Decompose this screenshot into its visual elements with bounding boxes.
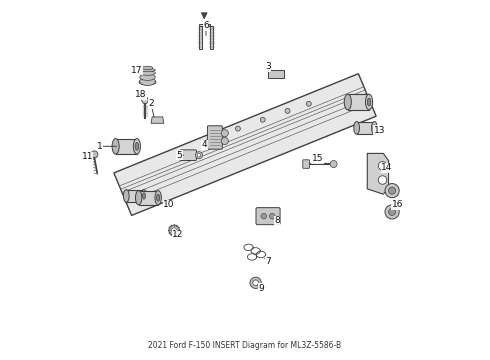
Text: 15: 15 xyxy=(312,154,323,163)
Ellipse shape xyxy=(141,190,147,202)
Text: 12: 12 xyxy=(172,230,183,239)
Text: 14: 14 xyxy=(381,163,392,172)
Bar xyxy=(357,122,374,134)
Ellipse shape xyxy=(140,77,155,86)
Ellipse shape xyxy=(140,68,155,72)
Circle shape xyxy=(389,187,395,194)
Ellipse shape xyxy=(143,193,146,199)
Ellipse shape xyxy=(139,79,156,85)
Ellipse shape xyxy=(344,94,351,110)
Ellipse shape xyxy=(368,98,371,106)
FancyBboxPatch shape xyxy=(256,208,280,225)
Circle shape xyxy=(306,101,311,106)
Bar xyxy=(199,23,210,26)
Ellipse shape xyxy=(123,190,129,202)
Ellipse shape xyxy=(135,143,139,150)
Circle shape xyxy=(250,277,261,288)
Ellipse shape xyxy=(140,71,155,75)
Circle shape xyxy=(378,176,387,184)
Text: 2021 Ford F-150 INSERT Diagram for ML3Z-5586-B: 2021 Ford F-150 INSERT Diagram for ML3Z-… xyxy=(148,341,342,350)
Text: 4: 4 xyxy=(201,140,207,149)
Ellipse shape xyxy=(373,125,376,131)
Text: 2: 2 xyxy=(148,99,154,108)
Circle shape xyxy=(285,108,290,113)
Polygon shape xyxy=(114,74,376,215)
Circle shape xyxy=(260,117,265,122)
Text: 16: 16 xyxy=(392,200,403,209)
Text: 7: 7 xyxy=(265,257,271,266)
Text: 1: 1 xyxy=(97,142,102,151)
Polygon shape xyxy=(151,117,164,123)
FancyBboxPatch shape xyxy=(180,150,196,161)
Text: 17: 17 xyxy=(131,66,143,75)
Ellipse shape xyxy=(157,194,160,201)
Bar xyxy=(199,26,202,49)
Bar xyxy=(116,139,137,154)
Circle shape xyxy=(169,225,179,236)
Bar xyxy=(139,191,158,205)
Polygon shape xyxy=(268,71,284,78)
Bar xyxy=(348,94,369,110)
Circle shape xyxy=(196,152,202,159)
Ellipse shape xyxy=(112,139,119,154)
Text: 6: 6 xyxy=(203,21,209,30)
Circle shape xyxy=(91,151,98,158)
Text: 5: 5 xyxy=(176,151,182,160)
Ellipse shape xyxy=(142,66,153,70)
Text: 10: 10 xyxy=(163,200,174,209)
Circle shape xyxy=(385,205,399,219)
Ellipse shape xyxy=(133,139,141,154)
Text: 9: 9 xyxy=(258,284,264,293)
Text: 11: 11 xyxy=(81,153,93,162)
Polygon shape xyxy=(142,97,148,103)
Ellipse shape xyxy=(140,74,155,80)
Polygon shape xyxy=(368,153,389,194)
Circle shape xyxy=(389,208,395,215)
Ellipse shape xyxy=(155,191,161,205)
Circle shape xyxy=(221,130,228,137)
Bar xyxy=(210,26,213,49)
Text: 13: 13 xyxy=(374,126,386,135)
Circle shape xyxy=(261,213,267,219)
FancyBboxPatch shape xyxy=(207,126,222,149)
Ellipse shape xyxy=(366,94,372,110)
Ellipse shape xyxy=(135,191,142,205)
FancyBboxPatch shape xyxy=(303,160,310,168)
Circle shape xyxy=(197,153,201,157)
Circle shape xyxy=(378,162,387,170)
Circle shape xyxy=(221,138,228,145)
Text: 18: 18 xyxy=(135,90,146,99)
Circle shape xyxy=(385,184,399,198)
Text: 8: 8 xyxy=(274,216,280,225)
Circle shape xyxy=(172,228,176,233)
Bar xyxy=(126,190,144,202)
Circle shape xyxy=(235,126,241,131)
Circle shape xyxy=(330,161,337,168)
Text: 3: 3 xyxy=(265,62,271,71)
Ellipse shape xyxy=(354,122,360,134)
Circle shape xyxy=(253,280,258,285)
Ellipse shape xyxy=(371,122,377,134)
Circle shape xyxy=(270,213,275,219)
